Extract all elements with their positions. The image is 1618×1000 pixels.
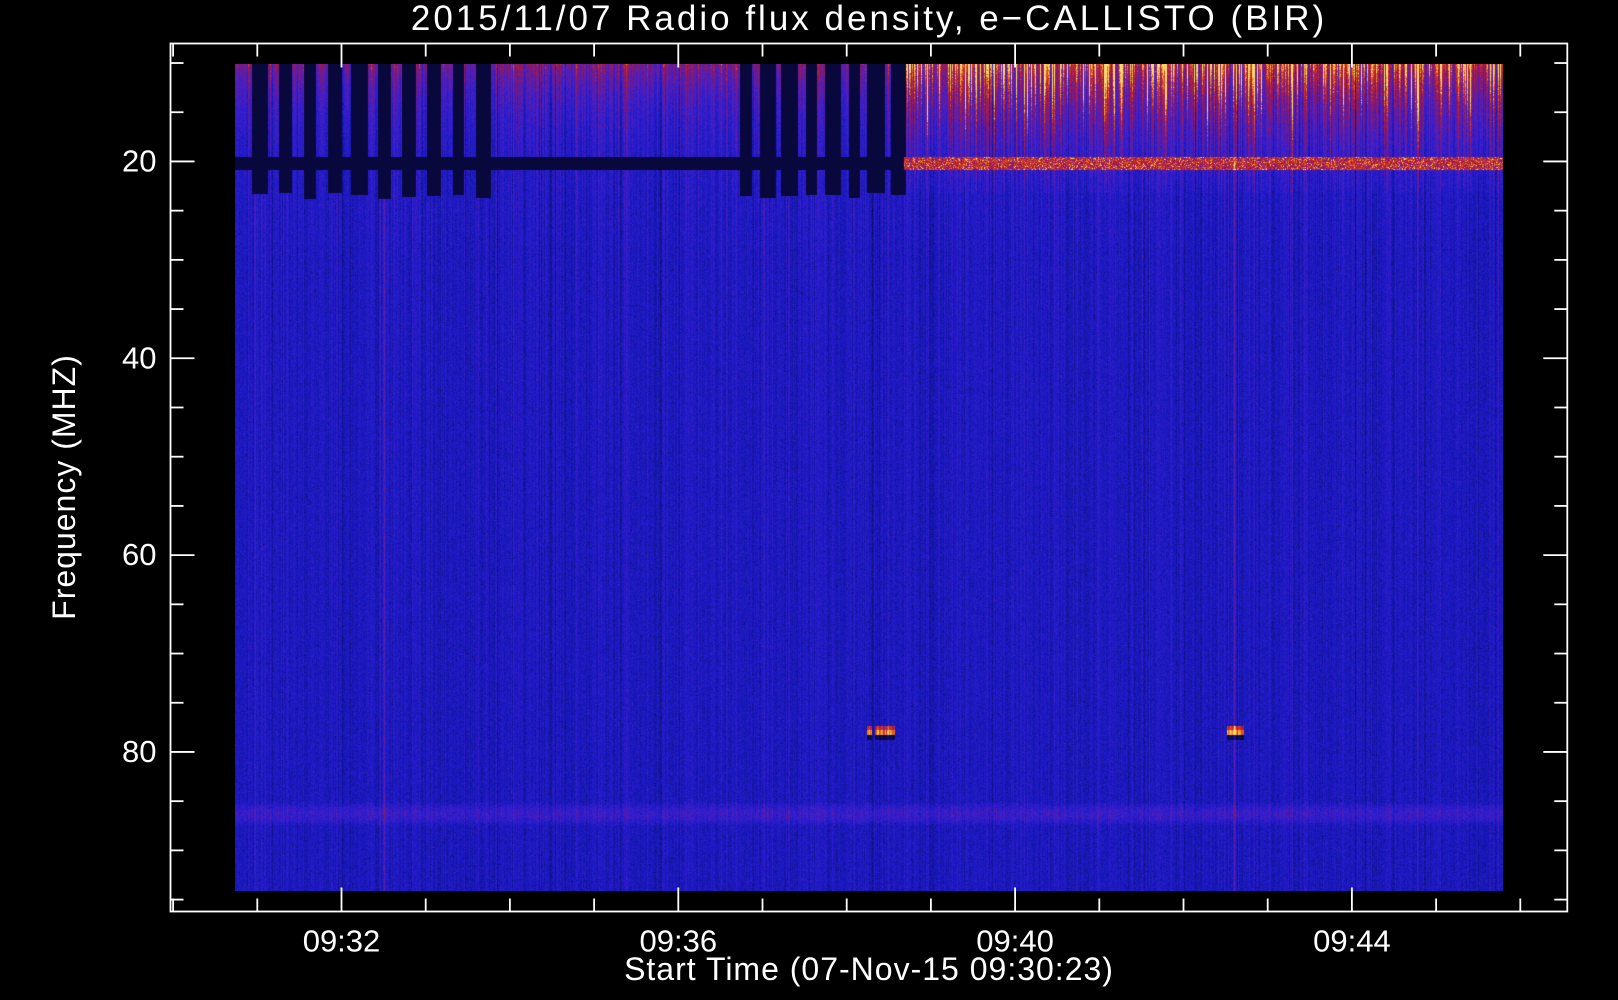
svg-text:Frequency (MHZ): Frequency (MHZ) — [46, 354, 82, 620]
svg-text:80: 80 — [122, 734, 156, 769]
svg-text:20: 20 — [122, 143, 156, 178]
svg-text:09:40: 09:40 — [976, 924, 1054, 959]
svg-text:2015/11/07 Radio flux density: 2015/11/07 Radio flux density, e−CALLIST… — [411, 0, 1327, 38]
svg-text:09:36: 09:36 — [640, 924, 718, 959]
svg-text:60: 60 — [122, 537, 156, 572]
svg-text:40: 40 — [122, 340, 156, 375]
svg-text:09:32: 09:32 — [303, 924, 381, 959]
svg-text:09:44: 09:44 — [1313, 924, 1391, 959]
